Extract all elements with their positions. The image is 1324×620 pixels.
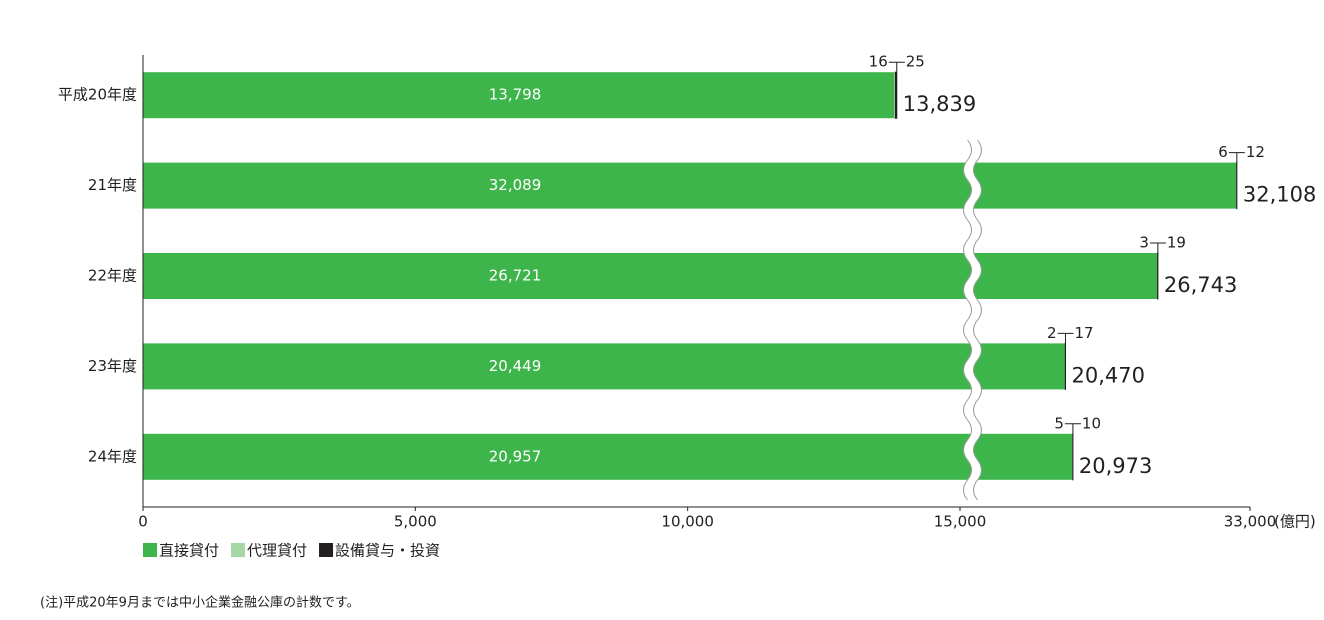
legend-label: 直接貸付: [159, 542, 219, 560]
label-connector: [888, 61, 905, 73]
bar-segment: [143, 343, 1066, 390]
legend-swatch: [231, 543, 246, 557]
bar-segment: [143, 72, 895, 119]
bar-label: 6: [1218, 143, 1228, 161]
legend-swatch: [319, 543, 334, 557]
y-tick-label: 平成20年度: [58, 86, 137, 104]
legend-label: 代理貸付: [247, 542, 307, 560]
x-tick-label: 10,000: [661, 513, 714, 531]
total-label: 13,839: [903, 92, 976, 116]
y-tick-label: 24年度: [88, 447, 137, 465]
x-axis-unit: (億円): [1274, 513, 1316, 531]
axis-break: [963, 139, 972, 501]
bar-label: 12: [1246, 143, 1265, 161]
bar-label: 20,449: [489, 357, 542, 375]
label-connector: [1057, 332, 1074, 344]
axis-break: [964, 137, 981, 503]
note: (注)平成20年9月までは中小企業金融公庫の計数です。: [40, 595, 360, 611]
bar-label: 2: [1047, 324, 1057, 342]
label-connector: [1228, 152, 1245, 163]
bar-segment: [143, 433, 1073, 480]
bar-segment: [143, 162, 1237, 209]
x-tick-label: 0: [138, 513, 148, 531]
bar-label: 20,957: [489, 447, 542, 465]
total-label: 26,743: [1164, 273, 1237, 297]
x-tick-label: 33,000: [1224, 513, 1277, 531]
y-tick-label: 22年度: [88, 267, 137, 285]
bar-label: 17: [1075, 324, 1094, 342]
bar-label: 3: [1139, 234, 1149, 252]
bar-label: 32,089: [489, 176, 542, 194]
bar-label: 13,798: [489, 86, 542, 104]
x-tick-label: 5,000: [394, 513, 437, 531]
total-label: 20,470: [1072, 363, 1145, 387]
bar-label: 5: [1054, 414, 1064, 432]
bar-label: 25: [906, 53, 925, 71]
x-tick-label: 15,000: [934, 513, 987, 531]
total-label: 32,108: [1243, 183, 1316, 207]
axis-break: [973, 139, 982, 501]
y-tick-label: 23年度: [88, 357, 137, 375]
label-connector: [1149, 242, 1166, 253]
legend-label: 設備貸与・投資: [335, 542, 440, 560]
y-tick-label: 21年度: [88, 176, 137, 194]
bar-label: 26,721: [489, 267, 542, 285]
legend-swatch: [143, 543, 157, 557]
bar-label: 19: [1167, 234, 1186, 252]
bar-label: 16: [869, 53, 888, 71]
bar-segment: [894, 71, 898, 119]
label-connector: [1064, 423, 1081, 434]
total-label: 20,973: [1079, 454, 1152, 478]
bar-segment: [143, 253, 1158, 299]
bar-label: 10: [1082, 414, 1101, 432]
